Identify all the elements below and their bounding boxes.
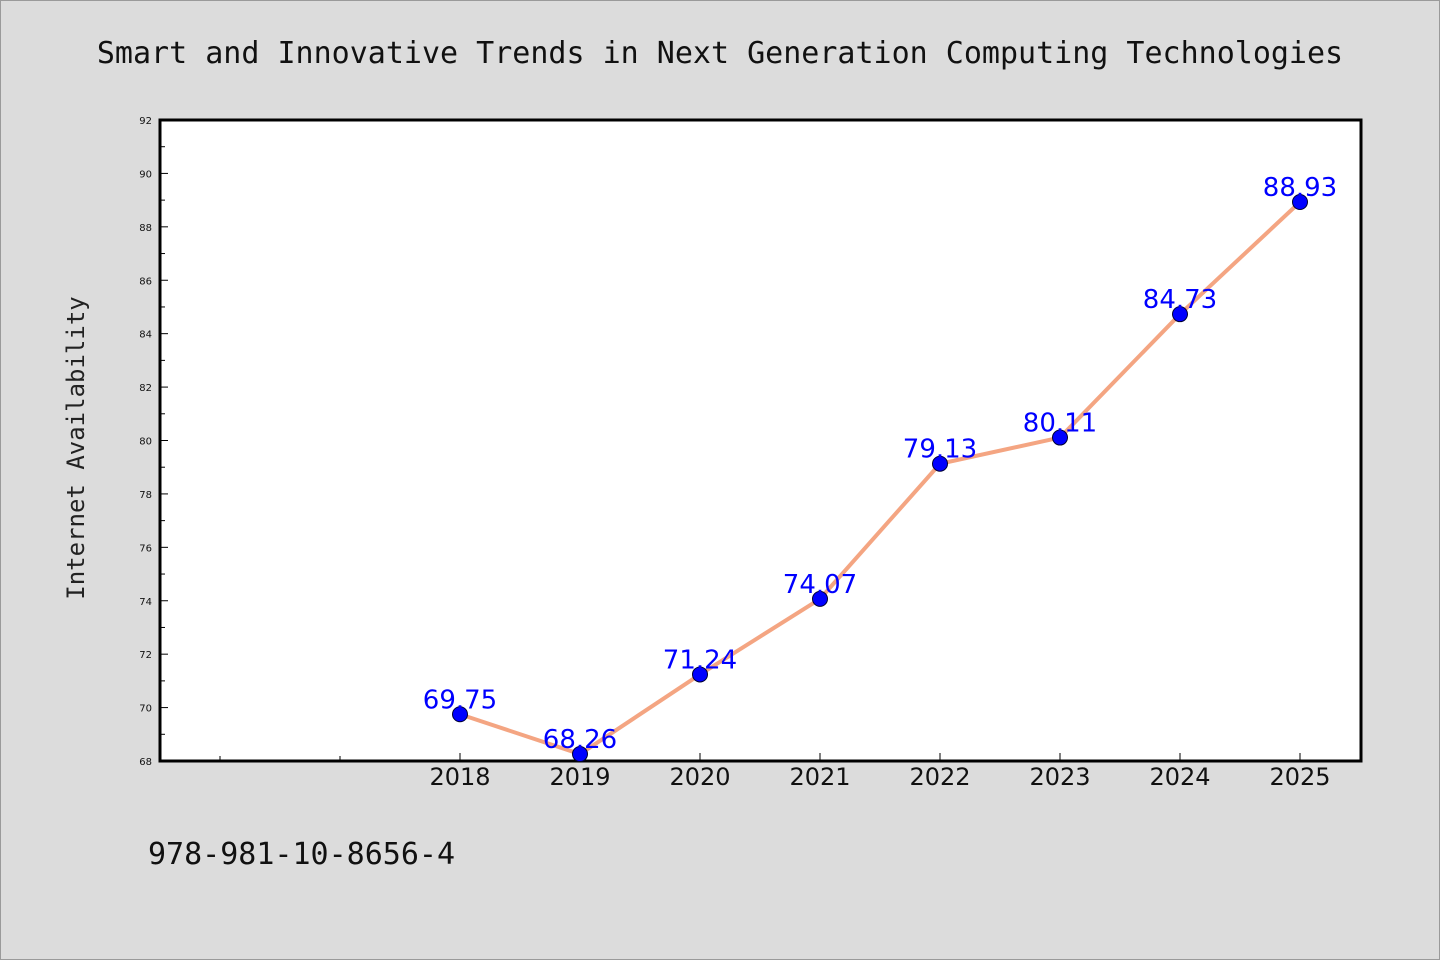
y-tick-label: 78 (139, 490, 152, 501)
data-label: 68.26 (543, 725, 617, 755)
data-label: 69.75 (423, 685, 497, 715)
x-tick-label: 2022 (909, 763, 970, 791)
x-tick-label: 2021 (789, 763, 850, 791)
series-layer (452, 193, 1308, 763)
y-tick-label: 86 (139, 276, 152, 287)
isbn-footer: 978-981-10-8656-4 (148, 837, 455, 872)
y-axis-label: Internet Availability (62, 296, 90, 599)
y-tick-label: 92 (139, 116, 152, 127)
x-tick-label: 2023 (1029, 763, 1090, 791)
data-label: 71.24 (663, 645, 737, 675)
x-tick-label: 2025 (1269, 763, 1330, 791)
x-tick-label: 2020 (669, 763, 730, 791)
y-tick-label: 70 (139, 704, 152, 715)
y-tick-label: 80 (139, 437, 152, 448)
data-point-marker (812, 590, 828, 607)
data-point-marker (1172, 306, 1188, 323)
data-point-marker (1052, 429, 1068, 446)
data-label: 74.07 (783, 570, 857, 600)
data-point-marker (452, 706, 468, 723)
series-line (459, 200, 1302, 757)
y-tick-label: 72 (139, 650, 152, 661)
y-tick-label: 82 (139, 383, 152, 394)
data-point-marker (572, 746, 588, 763)
data-label: 84.73 (1143, 285, 1217, 315)
data-label: 80.11 (1023, 409, 1097, 439)
chart-title: Smart and Innovative Trends in Next Gene… (97, 36, 1343, 71)
data-point-marker (1292, 193, 1308, 210)
data-label: 79.13 (903, 435, 977, 465)
plot-area (158, 118, 1363, 763)
x-tick-label: 2024 (1149, 763, 1210, 791)
y-tick-label: 90 (139, 169, 152, 180)
y-tick-label: 68 (139, 757, 152, 768)
y-tick-label: 74 (139, 597, 152, 608)
data-labels: 69.75 68.26 71.24 74.07 79.13 80.11 84.73 88.93 (423, 173, 1337, 755)
y-tick-label: 88 (139, 223, 152, 234)
x-tick-label: 2019 (549, 763, 610, 791)
data-point-marker (932, 455, 948, 472)
y-axis: 68 70 72 74 76 78 80 82 84 86 88 90 92 (139, 116, 168, 768)
y-tick-label: 76 (139, 543, 152, 554)
x-axis: 2018 2019 2020 2021 2022 2023 2024 2025 (219, 753, 1331, 791)
x-tick-label: 2018 (429, 763, 490, 791)
data-point-marker (692, 666, 708, 683)
data-label: 88.93 (1263, 173, 1337, 203)
y-tick-label: 84 (139, 330, 152, 341)
